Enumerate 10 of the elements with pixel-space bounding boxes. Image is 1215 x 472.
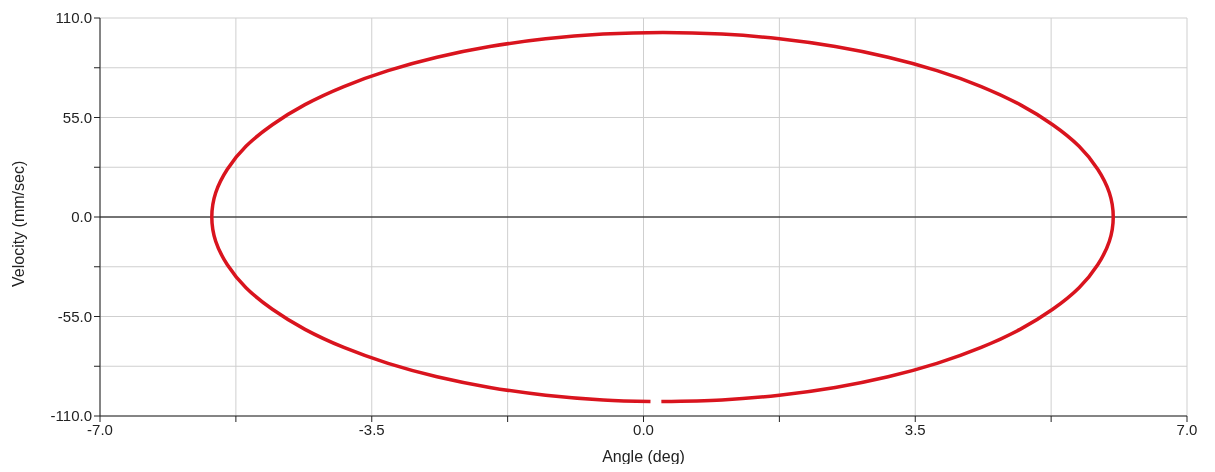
x-tick-label: 0.0	[633, 420, 654, 438]
x-tick-label: -3.5	[358, 420, 385, 438]
line-series	[210, 30, 1115, 404]
y-tick-label: 110.0	[55, 9, 92, 27]
y-tick-label: 55.0	[62, 108, 92, 126]
y-tick-label: -55.0	[57, 307, 92, 325]
y-tick-label: 0.0	[71, 208, 92, 226]
y-axis-title: Velocity (mm/sec)	[9, 160, 27, 287]
x-tick-label: 7.0	[1176, 420, 1198, 438]
x-tick-label: 3.5	[904, 420, 926, 438]
